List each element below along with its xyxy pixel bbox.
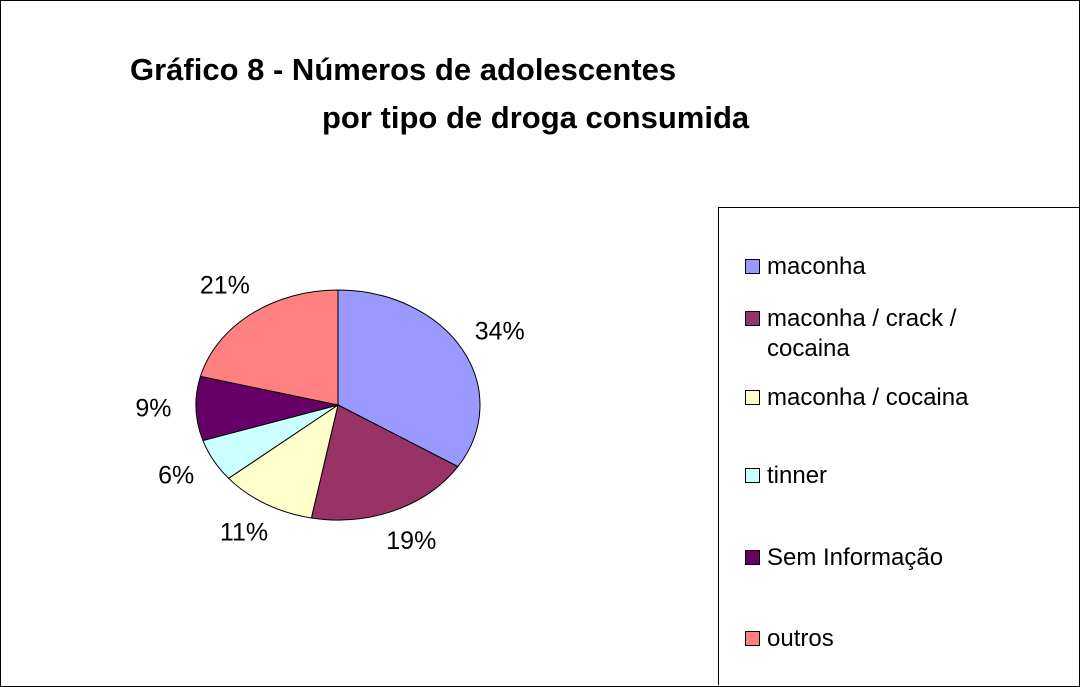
legend-swatch — [745, 550, 760, 565]
legend: maconha maconha / crack / cocaina maconha … — [718, 207, 1079, 685]
pie-slice — [337, 289, 481, 468]
value-label: 19% — [386, 527, 436, 555]
legend-swatch — [745, 390, 760, 405]
pie-slice — [227, 403, 339, 519]
legend-entry: maconha / cocaina — [745, 383, 968, 413]
legend-label: maconha / crack / cocaina — [767, 305, 957, 362]
legend-swatch — [745, 311, 760, 326]
chart-title: Gráfico 8 - Números de adolescentes — [130, 52, 676, 87]
legend-entry: outros — [745, 624, 834, 654]
legend-entry: maconha / crack / cocaina — [745, 304, 1017, 364]
legend-label: outros — [767, 625, 834, 652]
pie-slice — [310, 404, 459, 521]
value-label: 6% — [158, 462, 194, 490]
legend-swatch — [745, 468, 760, 483]
legend-label: maconha — [767, 253, 866, 280]
value-label: 21% — [200, 271, 250, 299]
legend-entry: Sem Informação — [745, 543, 943, 573]
legend-entry: tinner — [745, 461, 827, 491]
legend-swatch — [745, 259, 760, 274]
legend-label: maconha / cocaina — [767, 384, 969, 411]
legend-label: Sem Informação — [767, 544, 944, 571]
legend-entry: maconha — [745, 252, 866, 282]
value-label: 34% — [475, 318, 525, 346]
legend-swatch — [745, 631, 760, 646]
value-label: 9% — [135, 394, 171, 422]
pie-slice — [199, 289, 339, 406]
chart-title: por tipo de droga consumida — [322, 100, 750, 135]
pie-slice — [195, 375, 339, 442]
legend-label: tinner — [767, 462, 828, 489]
value-label: 11% — [220, 518, 268, 546]
